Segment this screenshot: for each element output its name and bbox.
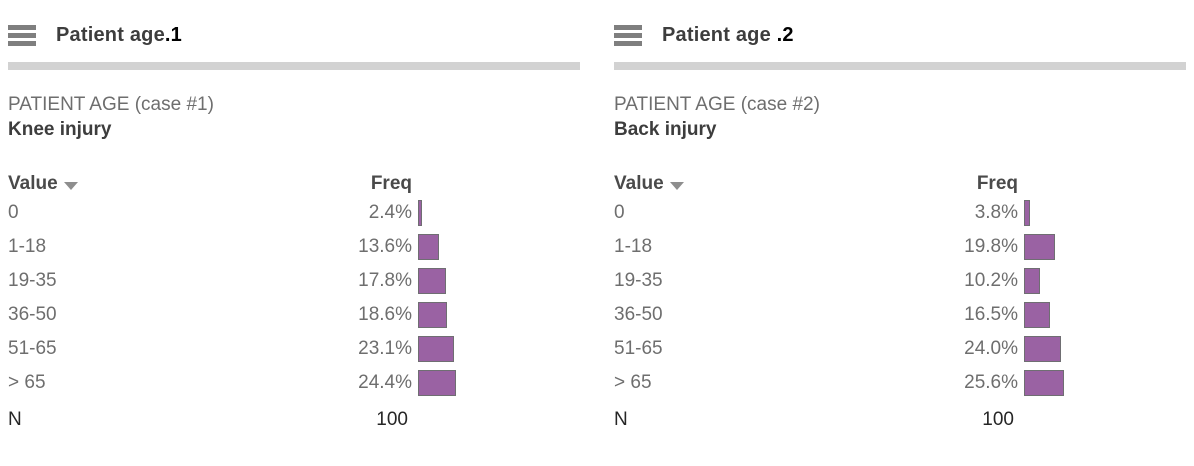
hamburger-menu-icon[interactable]: [8, 24, 36, 46]
freq-cell: 23.1%: [358, 338, 412, 359]
value-cell: 51-65: [8, 338, 57, 359]
question-label: PATIENT AGE (case #2): [614, 94, 820, 115]
value-cell: 19-35: [8, 270, 57, 291]
value-cell: 19-35: [614, 270, 663, 291]
freq-cell: 19.8%: [964, 236, 1018, 257]
value-cell: 36-50: [614, 304, 663, 325]
table-row: 19-35 17.8%: [8, 264, 580, 298]
table-row: 51-65 24.0%: [614, 332, 1186, 366]
hamburger-menu-icon[interactable]: [614, 24, 642, 46]
freq-cell: 24.4%: [358, 372, 412, 393]
freq-bar: [418, 234, 439, 260]
value-cell: > 65: [614, 372, 652, 393]
table-row: 1-18 19.8%: [614, 230, 1186, 264]
table-row: 0 2.4%: [8, 196, 580, 230]
value-header-label: Value: [614, 173, 664, 194]
freq-cell: 16.5%: [964, 304, 1018, 325]
table-row: 51-65 23.1%: [8, 332, 580, 366]
value-cell: 1-18: [8, 236, 47, 257]
freq-bar: [1024, 200, 1030, 226]
freq-bar: [1024, 336, 1061, 362]
freq-bar: [1024, 268, 1040, 294]
panel-title-text: Patient age: [56, 23, 165, 46]
n-label: N: [614, 409, 628, 430]
freq-bar: [1024, 370, 1064, 396]
freq-bar: [1024, 302, 1050, 328]
table-body: 0 2.4% 1-18 13.6% 19-35 17.8% 36-50 18.6% 51-65 2…: [8, 196, 580, 400]
value-cell: 36-50: [8, 304, 57, 325]
frequency-panels: Patient age.1 PATIENT AGE (case #1) Knee…: [8, 0, 1186, 437]
freq-bar: [418, 336, 454, 362]
table-body: 0 3.8% 1-18 19.8% 19-35 10.2% 36-50 16.5% 51-65 2…: [614, 196, 1186, 400]
panel-header: Patient age.1: [8, 22, 580, 48]
freq-bar: [418, 302, 447, 328]
freq-cell: 24.0%: [964, 338, 1018, 359]
freq-cell: 25.6%: [964, 372, 1018, 393]
value-column-header[interactable]: Value: [8, 173, 344, 195]
freq-bar: [418, 200, 422, 226]
freq-bar: [418, 268, 446, 294]
freq-bar: [418, 370, 456, 396]
n-label: N: [8, 409, 22, 430]
table-row: 19-35 10.2%: [614, 264, 1186, 298]
value-cell: 0: [8, 202, 19, 223]
freq-bar: [1024, 234, 1055, 260]
panel-title: Patient age .2: [662, 24, 794, 47]
table-footer: N 100: [8, 403, 580, 437]
frequency-table: Value Freq 0 3.8% 1-18 19.8% 19-35 10.2% 36-50…: [614, 172, 1186, 437]
panel-patient-age-1: Patient age.1 PATIENT AGE (case #1) Knee…: [8, 0, 580, 437]
value-column-header[interactable]: Value: [614, 173, 950, 195]
value-cell: 1-18: [614, 236, 653, 257]
freq-cell: 3.8%: [974, 202, 1018, 223]
caret-down-icon: [669, 182, 684, 190]
table-row: > 65 25.6%: [614, 366, 1186, 400]
n-value: 100: [376, 409, 408, 430]
freq-cell: 17.8%: [358, 270, 412, 291]
panel-header: Patient age .2: [614, 22, 1186, 48]
table-row: 36-50 16.5%: [614, 298, 1186, 332]
frequency-table: Value Freq 0 2.4% 1-18 13.6% 19-35 17.8% 36-50…: [8, 172, 580, 437]
panel-title-suffix: .2: [770, 23, 794, 46]
freq-cell: 18.6%: [358, 304, 412, 325]
value-cell: 0: [614, 202, 625, 223]
freq-column-header: Freq: [976, 173, 1018, 194]
n-value: 100: [982, 409, 1014, 430]
value-cell: > 65: [8, 372, 46, 393]
header-divider: [614, 62, 1186, 70]
table-row: > 65 24.4%: [8, 366, 580, 400]
condition-label: Back injury: [614, 119, 717, 140]
condition-label: Knee injury: [8, 119, 112, 140]
caret-down-icon: [63, 182, 78, 190]
freq-cell: 13.6%: [358, 236, 412, 257]
freq-cell: 10.2%: [964, 270, 1018, 291]
panel-patient-age-2: Patient age .2 PATIENT AGE (case #2) Bac…: [614, 0, 1186, 437]
panel-title-suffix: .1: [164, 23, 182, 46]
value-header-label: Value: [8, 173, 58, 194]
header-divider: [8, 62, 580, 70]
value-cell: 51-65: [614, 338, 663, 359]
table-header: Value Freq: [8, 172, 580, 196]
table-footer: N 100: [614, 403, 1186, 437]
table-row: 0 3.8%: [614, 196, 1186, 230]
panel-title-text: Patient age: [662, 23, 771, 46]
freq-column-header: Freq: [370, 173, 412, 194]
table-row: 36-50 18.6%: [8, 298, 580, 332]
table-row: 1-18 13.6%: [8, 230, 580, 264]
panel-title: Patient age.1: [56, 24, 182, 47]
freq-cell: 2.4%: [368, 202, 412, 223]
question-label: PATIENT AGE (case #1): [8, 94, 214, 115]
table-header: Value Freq: [614, 172, 1186, 196]
